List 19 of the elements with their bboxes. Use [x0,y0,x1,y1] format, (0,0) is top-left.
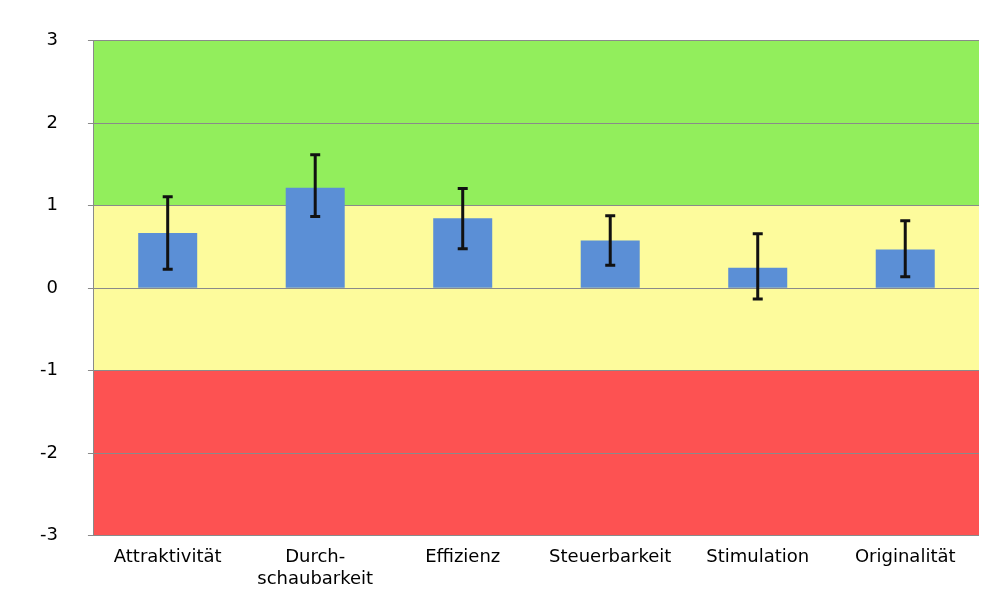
x-tick-label: Durch- schaubarkeit [257,545,374,588]
bar [433,218,493,288]
bar [728,267,788,288]
y-tick-label: 2 [46,110,58,132]
y-tick-label: 3 [46,28,58,50]
bar [285,187,345,288]
y-tick-label: -3 [39,523,58,545]
bar [875,249,935,288]
bar [580,240,640,288]
x-tick-label: Steuerbarkeit [549,545,672,567]
x-tick-label: Effizienz [425,545,501,567]
x-tick-label: Attraktivität [113,545,222,567]
bar [138,233,198,288]
x-tick-label: Stimulation [706,545,810,567]
y-tick-label: 0 [46,275,58,297]
y-tick-label: 1 [46,193,58,215]
x-tick-label: Originalität [854,545,956,567]
y-tick-label: -2 [39,440,58,462]
y-tick-label: -1 [39,358,58,380]
